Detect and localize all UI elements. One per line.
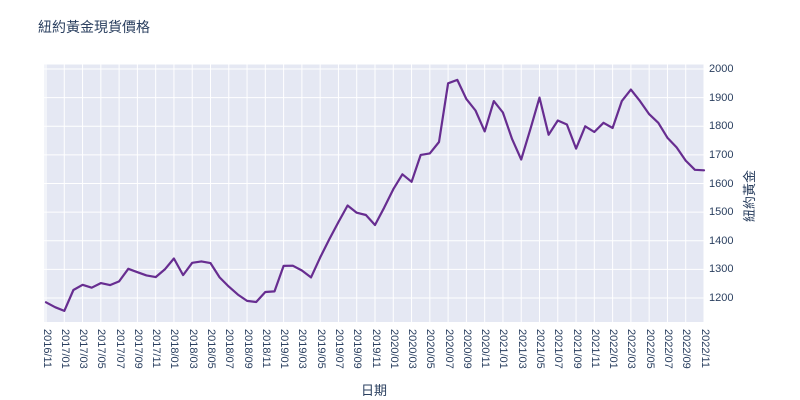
- price-line-series: [44, 78, 706, 312]
- x-tick-label: 2021/09: [570, 329, 583, 369]
- x-tick-label: 2021/07: [552, 329, 565, 369]
- x-tick-label: 2022/11: [698, 329, 711, 368]
- x-tick-label: 2020/09: [460, 329, 473, 369]
- plot-area[interactable]: [44, 64, 705, 323]
- x-tick-label: 2022/05: [643, 329, 656, 369]
- x-tick-label: 2019/11: [369, 329, 382, 368]
- x-tick-label: 2018/09: [241, 329, 254, 369]
- x-tick-label: 2020/11: [479, 329, 492, 368]
- y-tick-label: 2000: [709, 63, 734, 75]
- x-tick-label: 2019/01: [278, 329, 291, 369]
- x-tick-label: 2018/11: [259, 329, 272, 368]
- y-tick-label: 1900: [709, 91, 734, 104]
- x-tick-label: 2019/03: [296, 329, 309, 369]
- x-tick-label: 2017/01: [58, 329, 71, 369]
- x-tick-label: 2022/09: [680, 329, 693, 369]
- x-tick-label: 2021/11: [588, 329, 601, 368]
- y-tick-label: 1800: [709, 120, 734, 133]
- y-axis-title: 紐約黃金: [742, 169, 757, 222]
- x-tick-label: 2020/01: [387, 329, 400, 369]
- x-tick-label: 2022/03: [625, 329, 638, 369]
- x-tick-label: 2019/09: [351, 329, 364, 369]
- x-tick-label: 2017/05: [95, 329, 108, 369]
- x-tick-label: 2018/03: [186, 329, 199, 369]
- x-tick-label: 2022/01: [607, 329, 620, 369]
- y-tick-label: 1500: [709, 206, 734, 219]
- x-tick-label: 2017/07: [113, 329, 126, 369]
- y-tick-label: 1400: [709, 234, 734, 247]
- x-tick-label: 2019/07: [332, 329, 345, 369]
- x-tick-label: 2022/07: [661, 329, 674, 369]
- y-tick-label: 1200: [709, 292, 734, 304]
- x-tick-label: 2016/11: [40, 329, 53, 368]
- x-tick-label: 2018/01: [168, 329, 181, 369]
- x-tick-label: 2017/03: [77, 329, 90, 369]
- y-tick-label: 1700: [709, 148, 734, 161]
- x-tick-label: 2021/05: [534, 329, 546, 369]
- x-tick-label: 2019/05: [314, 329, 327, 369]
- x-tick-label: 2020/05: [424, 329, 437, 369]
- y-tick-label: 1300: [709, 263, 734, 276]
- x-tick-label: 2018/05: [205, 329, 217, 369]
- x-tick-label: 2017/11: [150, 329, 163, 368]
- x-tick-label: 2018/07: [223, 329, 236, 369]
- x-tick-label: 2020/07: [442, 329, 455, 369]
- chart-title: 紐約黃金現貨價格: [38, 19, 150, 35]
- x-tick-label: 2020/03: [406, 329, 419, 369]
- x-axis-title: 日期: [360, 383, 387, 398]
- x-tick-label: 2021/03: [515, 329, 528, 369]
- y-tick-label: 1600: [709, 177, 734, 190]
- x-tick-label: 2017/09: [131, 329, 144, 369]
- x-tick-label: 2021/01: [497, 329, 510, 369]
